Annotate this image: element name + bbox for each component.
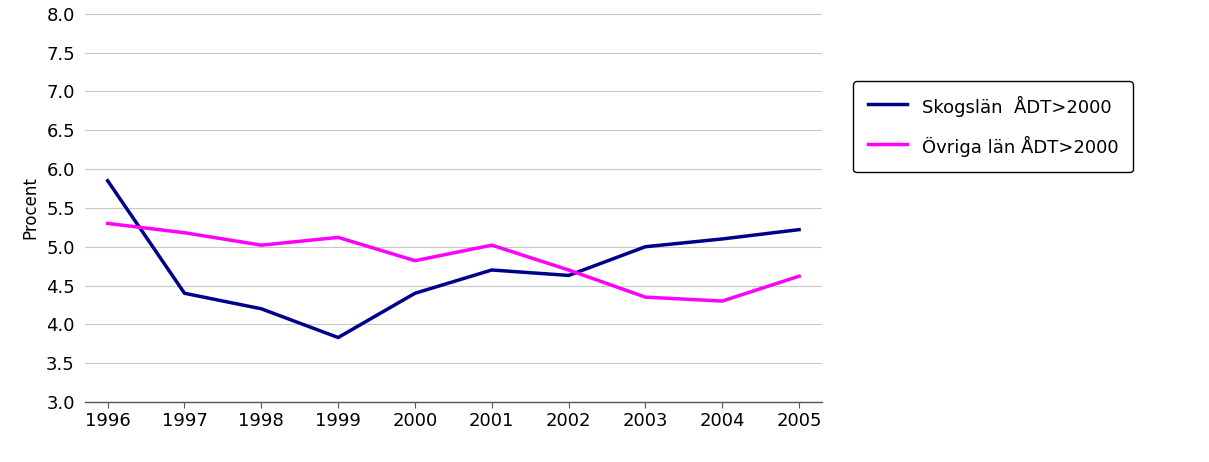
Skogslän  ÅDT>2000 [638, 244, 653, 249]
Line: Skogslän  ÅDT>2000: Skogslän ÅDT>2000 [108, 181, 799, 338]
Y-axis label: Procent: Procent [22, 176, 39, 239]
Övriga län ÅDT>2000 [792, 274, 806, 279]
Skogslän  ÅDT>2000 [561, 273, 575, 278]
Övriga län ÅDT>2000 [254, 243, 268, 248]
Skogslän  ÅDT>2000 [485, 267, 499, 273]
Skogslän  ÅDT>2000 [331, 335, 346, 340]
Övriga län ÅDT>2000 [638, 294, 653, 300]
Övriga län ÅDT>2000 [331, 235, 346, 240]
Övriga län ÅDT>2000 [715, 298, 729, 304]
Övriga län ÅDT>2000 [178, 230, 192, 236]
Skogslän  ÅDT>2000 [254, 306, 268, 311]
Övriga län ÅDT>2000 [100, 221, 115, 226]
Line: Övriga län ÅDT>2000: Övriga län ÅDT>2000 [108, 224, 799, 301]
Skogslän  ÅDT>2000 [715, 236, 729, 242]
Övriga län ÅDT>2000 [561, 267, 575, 273]
Skogslän  ÅDT>2000 [792, 227, 806, 232]
Övriga län ÅDT>2000 [485, 243, 499, 248]
Skogslän  ÅDT>2000 [100, 178, 115, 183]
Skogslän  ÅDT>2000 [407, 291, 422, 296]
Övriga län ÅDT>2000 [407, 258, 422, 263]
Skogslän  ÅDT>2000 [178, 291, 192, 296]
Legend: Skogslän  ÅDT>2000, Övriga län ÅDT>2000: Skogslän ÅDT>2000, Övriga län ÅDT>2000 [854, 81, 1133, 172]
